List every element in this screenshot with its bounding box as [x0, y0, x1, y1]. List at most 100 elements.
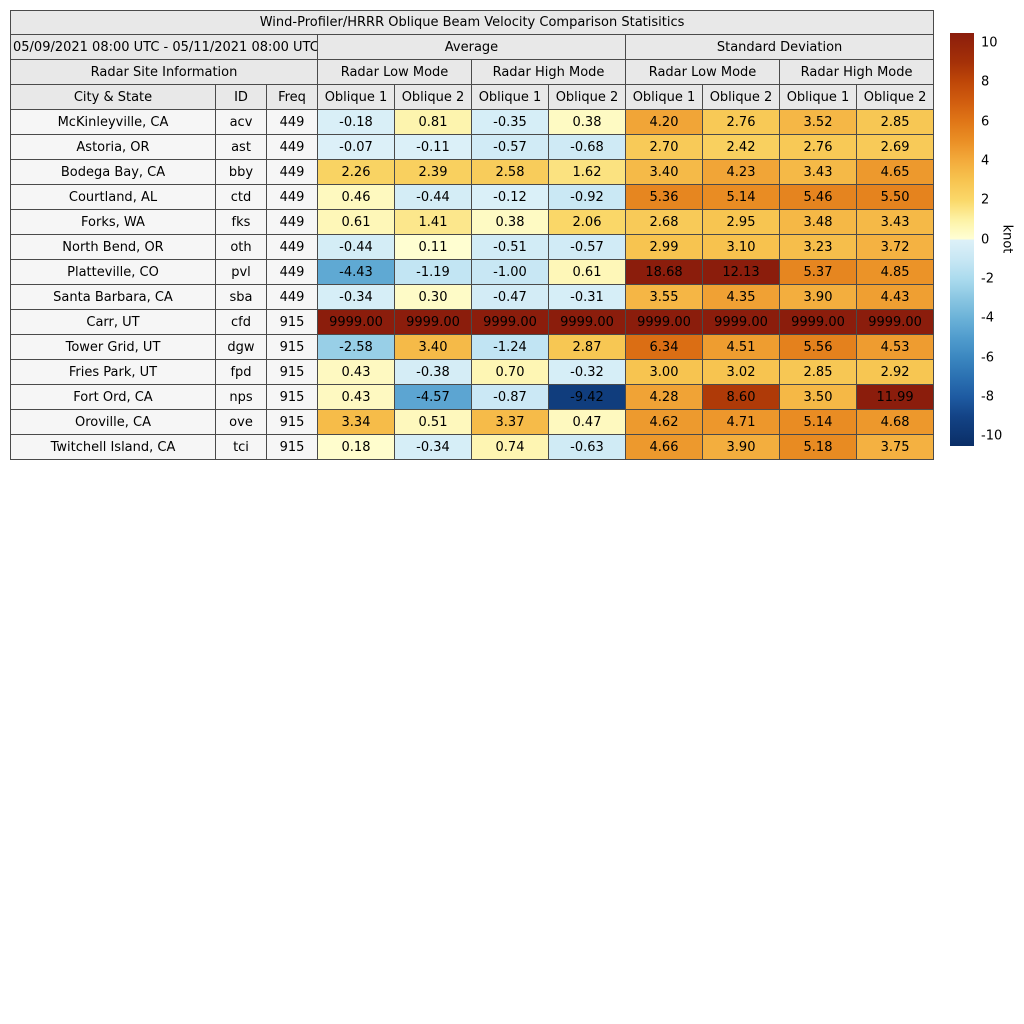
value-cell: 5.14 — [702, 184, 780, 210]
value-cell: -0.57 — [471, 134, 549, 160]
col-header-id: ID — [215, 84, 267, 110]
value-cell: 0.38 — [471, 209, 549, 235]
value-cell: -0.31 — [548, 284, 626, 310]
table-row: Carr, UT cfd 915 9999.00 9999.00 9999.00 9999.… — [10, 309, 935, 335]
col-header-oblique2: Oblique 2 — [548, 84, 626, 110]
value-cell: 9999.00 — [779, 309, 857, 335]
table-row: Courtland, AL ctd 449 0.46 -0.44 -0.12 -0.92 5.… — [10, 184, 935, 210]
site-id-cell: oth — [215, 234, 267, 260]
freq-cell: 449 — [266, 159, 318, 185]
value-cell: 2.68 — [625, 209, 703, 235]
value-cell: 4.62 — [625, 409, 703, 435]
city-cell: Oroville, CA — [10, 409, 216, 435]
colorbar-tick-label: 6 — [981, 114, 990, 129]
value-cell: 2.58 — [471, 159, 549, 185]
value-cell: 0.74 — [471, 434, 549, 460]
value-cell: 4.65 — [855, 159, 935, 185]
site-id-cell: nps — [215, 384, 267, 410]
value-cell: 2.39 — [394, 159, 472, 185]
site-id-cell: sba — [215, 284, 267, 310]
value-cell: -0.87 — [471, 384, 549, 410]
value-cell: 5.50 — [855, 184, 935, 210]
city-cell: Courtland, AL — [10, 184, 216, 210]
value-cell: 2.92 — [855, 359, 935, 385]
table-row: Santa Barbara, CA sba 449 -0.34 0.30 -0.47 -0.… — [10, 284, 935, 310]
site-id-cell: pvl — [215, 259, 267, 285]
city-cell: North Bend, OR — [10, 234, 216, 260]
freq-cell: 449 — [266, 134, 318, 160]
mode-header-std-low: Radar Low Mode — [625, 59, 780, 85]
table-row: Tower Grid, UT dgw 915 -2.58 3.40 -1.24 2.87 6.… — [10, 334, 935, 360]
col-header-oblique2: Oblique 2 — [855, 84, 935, 110]
value-cell: 9999.00 — [548, 309, 626, 335]
value-cell: 1.62 — [548, 159, 626, 185]
freq-cell: 449 — [266, 234, 318, 260]
value-cell: 2.99 — [625, 234, 703, 260]
freq-cell: 915 — [266, 334, 318, 360]
value-cell: 9999.00 — [855, 309, 935, 335]
site-id-cell: ast — [215, 134, 267, 160]
site-id-cell: bby — [215, 159, 267, 185]
freq-cell: 915 — [266, 434, 318, 460]
city-cell: Tower Grid, UT — [10, 334, 216, 360]
value-cell: -0.44 — [394, 184, 472, 210]
colorbar-tick-label: 8 — [981, 74, 990, 90]
value-cell: -0.68 — [548, 134, 626, 160]
value-cell: 5.46 — [779, 184, 857, 210]
value-cell: 3.48 — [779, 209, 857, 235]
value-cell: 18.68 — [625, 259, 703, 285]
value-cell: 0.81 — [394, 109, 472, 135]
mode-header-avg-low: Radar Low Mode — [317, 59, 472, 85]
value-cell: 9999.00 — [702, 309, 780, 335]
value-cell: 3.34 — [317, 409, 395, 435]
table-row: Astoria, OR ast 449 -0.07 -0.11 -0.57 -0.68 2.7… — [10, 134, 935, 160]
title-row: Wind-Profiler/HRRR Oblique Beam Velocity… — [9, 10, 935, 35]
value-cell: 4.20 — [625, 109, 703, 135]
value-cell: 4.66 — [625, 434, 703, 460]
value-cell: 5.56 — [779, 334, 857, 360]
value-cell: 3.00 — [625, 359, 703, 385]
colorbar-tick-label: -6 — [981, 350, 994, 365]
value-cell: 3.75 — [855, 434, 935, 460]
site-id-cell: ove — [215, 409, 267, 435]
value-cell: -1.19 — [394, 259, 472, 285]
table-row: Platteville, CO pvl 449 -4.43 -1.19 -1.00 0.61… — [10, 259, 935, 285]
table-row: McKinleyville, CA acv 449 -0.18 0.81 -0.35 0.3… — [10, 109, 935, 135]
value-cell: -4.57 — [394, 384, 472, 410]
value-cell: 4.71 — [702, 409, 780, 435]
colorbar-tick-label: 0 — [981, 232, 990, 247]
value-cell: 4.28 — [625, 384, 703, 410]
colorbar-tick-label: 10 — [981, 35, 998, 51]
value-cell: 2.87 — [548, 334, 626, 360]
value-cell: -0.38 — [394, 359, 472, 385]
value-cell: -0.32 — [548, 359, 626, 385]
group-header-average: Average — [317, 34, 626, 60]
value-cell: -0.51 — [471, 234, 549, 260]
site-id-cell: ctd — [215, 184, 267, 210]
value-cell: 4.53 — [855, 334, 935, 360]
value-cell: 0.70 — [471, 359, 549, 385]
value-cell: 3.72 — [855, 234, 935, 260]
value-cell: 11.99 — [855, 384, 935, 410]
value-cell: 0.51 — [394, 409, 472, 435]
value-cell: 0.61 — [317, 209, 395, 235]
value-cell: 0.46 — [317, 184, 395, 210]
site-id-cell: acv — [215, 109, 267, 135]
value-cell: 3.10 — [702, 234, 780, 260]
value-cell: 3.52 — [779, 109, 857, 135]
value-cell: 5.14 — [779, 409, 857, 435]
group-header-row-1: 05/09/2021 08:00 UTC - 05/11/2021 08:00 … — [10, 34, 935, 60]
value-cell: 0.43 — [317, 359, 395, 385]
value-cell: -0.18 — [317, 109, 395, 135]
value-cell: -0.57 — [548, 234, 626, 260]
value-cell: 3.90 — [702, 434, 780, 460]
value-cell: 3.02 — [702, 359, 780, 385]
value-cell: 3.40 — [394, 334, 472, 360]
value-cell: 2.42 — [702, 134, 780, 160]
value-cell: 9999.00 — [471, 309, 549, 335]
value-cell: 8.60 — [702, 384, 780, 410]
group-header-site-info: Radar Site Information — [10, 59, 318, 85]
value-cell: -0.11 — [394, 134, 472, 160]
colorbar-tick-label: -10 — [981, 428, 1003, 444]
